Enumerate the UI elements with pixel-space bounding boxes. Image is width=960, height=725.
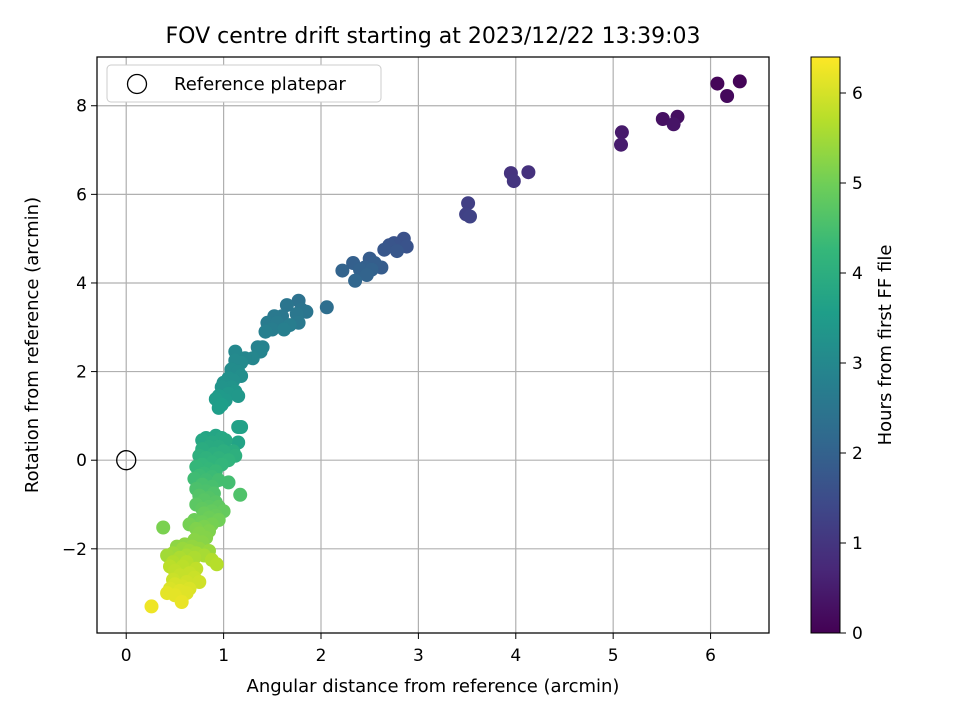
colorbar-ticks: 0 1 2 3 4 5 6	[840, 84, 863, 644]
colorbar-tick-label: 6	[852, 84, 863, 104]
data-point	[614, 125, 629, 140]
x-tick-label: 6	[705, 646, 716, 666]
data-point	[174, 595, 189, 609]
data-point	[461, 196, 476, 211]
colorbar-tick-label: 4	[852, 264, 863, 284]
y-tick-label: 4	[76, 274, 87, 294]
data-point	[233, 487, 248, 502]
data-point	[144, 599, 159, 614]
data-point	[614, 137, 628, 152]
data-point	[211, 400, 226, 415]
data-point	[192, 575, 207, 589]
legend-label: Reference platepar	[174, 74, 346, 95]
data-point	[209, 557, 224, 572]
grid-lines	[97, 57, 769, 633]
y-tick-label: 6	[76, 185, 87, 205]
y-tick-label: 2	[76, 363, 87, 383]
plot-area-frame	[96, 56, 770, 634]
data-point	[156, 520, 171, 535]
data-point	[710, 76, 725, 91]
colorbar-tick-label: 2	[852, 444, 863, 464]
data-point	[319, 300, 334, 315]
data-point	[390, 244, 404, 259]
data-point	[231, 389, 246, 403]
y-tick-label: −2	[62, 540, 87, 560]
y-axis-label: Rotation from reference (arcmin)	[22, 197, 43, 493]
colorbar: 0 1 2 3 4 5 6 Hours from first FF file	[810, 56, 896, 644]
reference-platepar-marker	[116, 450, 137, 471]
colorbar-gradient	[810, 56, 841, 634]
data-points	[144, 74, 747, 614]
x-tick-label: 4	[510, 646, 521, 666]
data-point	[655, 112, 670, 126]
data-point	[732, 74, 747, 89]
x-tick-label: 5	[608, 646, 619, 666]
data-point	[463, 209, 477, 224]
colorbar-tick-label: 5	[852, 174, 863, 194]
data-point	[258, 324, 273, 339]
x-tick-label: 3	[413, 646, 424, 666]
data-point	[277, 322, 291, 337]
legend-marker-icon	[126, 73, 148, 95]
x-tick-label: 1	[218, 646, 229, 666]
y-tick-label: 0	[76, 451, 87, 471]
data-point	[335, 263, 350, 278]
data-point	[279, 298, 294, 313]
data-point	[377, 242, 392, 257]
data-point	[359, 268, 374, 282]
x-axis-label: Angular distance from reference (arcmin)	[247, 676, 620, 697]
x-tick-label: 0	[121, 646, 132, 666]
data-point	[234, 420, 249, 434]
chart-title: FOV centre drift starting at 2023/12/22 …	[166, 24, 701, 49]
y-axis-ticks: −2 0 2 4 6 8	[62, 97, 97, 560]
x-axis-ticks: 0 1 2 3 4 5 6	[121, 633, 716, 666]
y-tick-label: 8	[76, 97, 87, 117]
colorbar-tick-label: 3	[852, 354, 863, 374]
x-tick-label: 2	[316, 646, 327, 666]
colorbar-tick-label: 1	[852, 534, 863, 554]
legend-box	[106, 64, 382, 103]
data-point	[666, 117, 681, 132]
colorbar-label: Hours from first FF file	[875, 245, 896, 446]
data-point	[506, 174, 521, 189]
data-point	[348, 273, 363, 288]
legend: Reference platepar	[106, 64, 382, 103]
reference-marker-group	[116, 450, 137, 471]
data-point	[521, 165, 536, 180]
data-point	[720, 89, 735, 103]
colorbar-tick-label: 0	[852, 624, 863, 644]
data-point	[221, 475, 236, 490]
